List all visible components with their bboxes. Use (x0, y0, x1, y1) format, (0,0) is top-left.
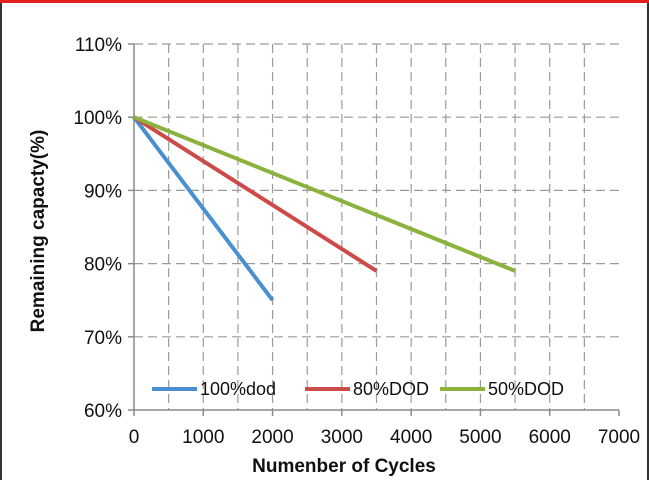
legend-label-2: 50%DOD (488, 379, 564, 399)
series-line-0 (132, 115, 275, 302)
x-tick-label: 4000 (390, 427, 432, 448)
series-line-1 (132, 115, 378, 273)
x-axis-title: Numenber of Cycles (252, 456, 436, 477)
x-tick-label: 6000 (529, 427, 571, 448)
x-tick-label: 2000 (251, 427, 293, 448)
y-tick-label: 90% (84, 181, 122, 202)
x-tick-label: 0 (129, 427, 140, 448)
series-layer (132, 115, 516, 302)
y-tick-label: 60% (84, 401, 122, 422)
x-tick-label: 7000 (598, 427, 640, 448)
x-tick-label: 1000 (182, 427, 224, 448)
top-accent-bar (0, 0, 649, 3)
series-line-2 (133, 115, 516, 273)
axis-layer (128, 43, 620, 416)
y-tick-label: 100% (73, 108, 122, 129)
y-axis-title: Remaining capacty(%) (28, 130, 49, 333)
y-tick-label: 70% (84, 328, 122, 349)
legend: 100%dod 80%DOD 50%DOD (152, 379, 564, 399)
tick-labels: 60% 70% 80% 90% 100% 110% 0 1000 2000 3000 4000 500… (73, 35, 640, 448)
y-tick-label: 80% (84, 255, 122, 276)
y-tick-label: 110% (75, 35, 122, 56)
x-tick-label: 3000 (321, 427, 363, 448)
legend-label-1: 80%DOD (353, 379, 429, 399)
x-tick-label: 5000 (459, 427, 501, 448)
legend-label-0: 100%dod (200, 379, 276, 399)
grid-layer (134, 43, 619, 410)
